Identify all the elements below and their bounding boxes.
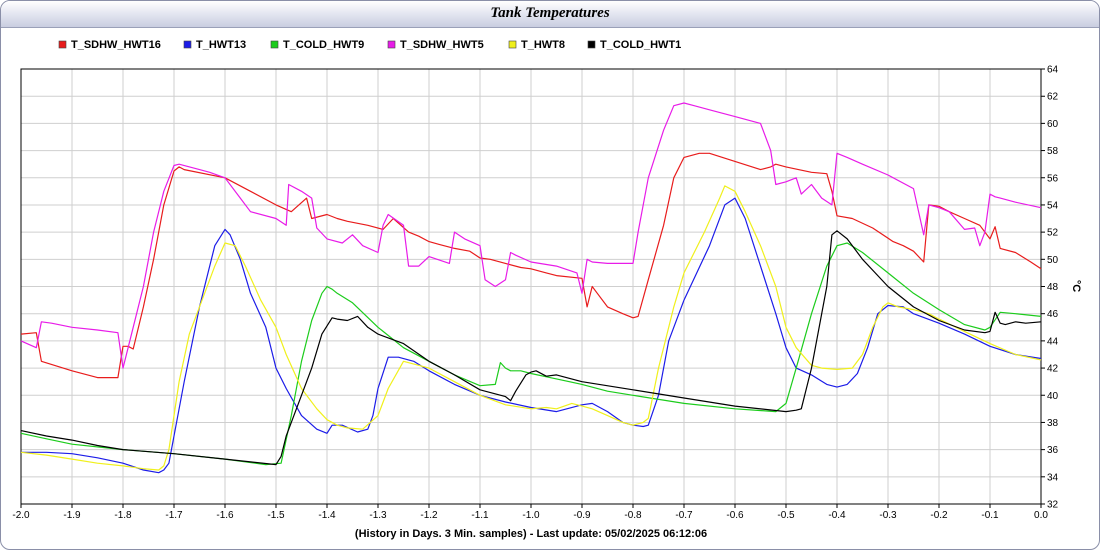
legend-swatch xyxy=(58,40,67,49)
x-axis-label: (History in Days. 3 Min. samples) - Last… xyxy=(355,528,707,540)
y-tick-label: 46 xyxy=(1047,309,1059,320)
y-tick-label: 32 xyxy=(1047,500,1059,511)
y-tick-label: 50 xyxy=(1047,255,1059,266)
series-lines xyxy=(20,102,1042,474)
y-tick-label: 62 xyxy=(1047,92,1059,103)
x-tick-label: -1.9 xyxy=(63,510,81,521)
series-line-t-sdhw-hwt5 xyxy=(20,102,1042,369)
x-tick-label: -0.6 xyxy=(726,510,744,521)
y-tick-label: 56 xyxy=(1047,173,1059,184)
grid xyxy=(21,69,1041,504)
y-tick-label: 44 xyxy=(1047,336,1059,347)
x-tick-label: -0.4 xyxy=(828,510,846,521)
legend-label: T_HWT8 xyxy=(521,39,565,51)
y-tick-label: 60 xyxy=(1047,119,1059,130)
x-axis: -2.0 -1.9 -1.8 -1.7 -1.6 -1.5 -1.4 -1.3 -1.2 -1.1… xyxy=(12,504,1048,521)
x-tick-label: -1.5 xyxy=(267,510,285,521)
y-tick-label: 52 xyxy=(1047,228,1059,239)
legend-label: T_COLD_HWT9 xyxy=(283,39,364,51)
y-tick-label: 54 xyxy=(1047,200,1059,211)
y-tick-label: 38 xyxy=(1047,418,1059,429)
x-tick-label: -0.8 xyxy=(624,510,642,521)
x-tick-label: -0.2 xyxy=(930,510,948,521)
legend-label: T_SDHW_HWT16 xyxy=(71,39,161,51)
y-tick-label: 42 xyxy=(1047,364,1059,375)
x-tick-label: -1.6 xyxy=(216,510,234,521)
chart-title: Tank Temperatures xyxy=(490,5,610,21)
chart-canvas: T_SDHW_HWT16 T_HWT13 T_COLD_HWT9 T_SDHW_HWT… xyxy=(12,39,1082,540)
x-tick-label: -1.1 xyxy=(471,510,489,521)
x-tick-label: -0.9 xyxy=(573,510,591,521)
y-tick-label: 58 xyxy=(1047,146,1059,157)
legend-swatch xyxy=(508,40,517,49)
series-line-t-hwt8 xyxy=(20,185,1042,471)
x-tick-label: -2.0 xyxy=(12,510,30,521)
x-tick-label: -1.8 xyxy=(114,510,132,521)
x-tick-label: 0.0 xyxy=(1034,510,1048,521)
legend-swatch xyxy=(270,40,279,49)
series-line-t-cold-hwt9 xyxy=(20,242,1042,466)
legend-swatch xyxy=(183,40,192,49)
x-tick-label: -0.1 xyxy=(981,510,999,521)
x-tick-label: -1.2 xyxy=(420,510,438,521)
y-tick-label: 48 xyxy=(1047,282,1059,293)
y-axis-label: °C xyxy=(1070,280,1082,292)
y-tick-label: 34 xyxy=(1047,472,1059,483)
x-tick-label: -0.5 xyxy=(777,510,795,521)
legend-label: T_COLD_HWT1 xyxy=(600,39,681,51)
series-line-t-hwt13 xyxy=(21,197,1042,474)
legend-swatch xyxy=(387,40,396,49)
y-tick-label: 40 xyxy=(1047,391,1059,402)
x-tick-label: -1.0 xyxy=(522,510,540,521)
legend-label: T_HWT13 xyxy=(196,39,246,51)
legend: T_SDHW_HWT16 T_HWT13 T_COLD_HWT9 T_SDHW_HWT… xyxy=(58,39,681,51)
title-bar: Tank Temperatures xyxy=(1,1,1099,28)
y-axis: 32 34 36 38 40 42 44 46 48 50 52 54 56 58 60 62 64 xyxy=(1041,65,1059,511)
y-tick-label: 64 xyxy=(1047,65,1059,76)
x-tick-label: -0.7 xyxy=(675,510,693,521)
series-line-t-sdhw-hwt16 xyxy=(20,152,1042,379)
x-tick-label: -1.3 xyxy=(369,510,387,521)
legend-label: T_SDHW_HWT5 xyxy=(400,39,484,51)
x-tick-label: -1.4 xyxy=(318,510,336,521)
x-tick-label: -0.3 xyxy=(879,510,897,521)
y-tick-label: 36 xyxy=(1047,445,1059,456)
x-tick-label: -1.7 xyxy=(165,510,183,521)
legend-swatch xyxy=(587,40,596,49)
series-line-t-cold-hwt1 xyxy=(20,230,1042,466)
